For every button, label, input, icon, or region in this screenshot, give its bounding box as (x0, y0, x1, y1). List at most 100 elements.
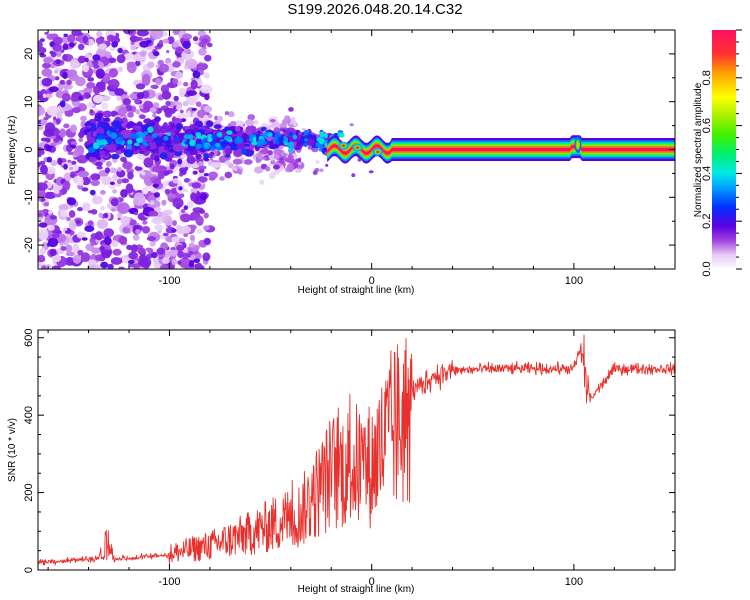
spectrogram-cell (189, 149, 198, 156)
spectrogram-cell (91, 209, 98, 215)
spectrogram-cell (210, 145, 215, 151)
spectrogram-cell (368, 170, 374, 174)
spectrogram-cell (87, 147, 96, 153)
spectrogram-cell (195, 132, 202, 137)
spectrogram-cell (178, 87, 187, 94)
spectrogram-cell (168, 249, 179, 257)
spectrogram-cell (86, 101, 95, 108)
spectrogram-cell (38, 213, 42, 217)
spectrogram-cell (177, 260, 182, 265)
spectrogram-cell (159, 152, 168, 160)
spectrogram-cell (46, 33, 55, 40)
spectrogram-cell (103, 117, 111, 123)
spectrogram-cell (152, 183, 159, 188)
spectrogram-cell (60, 246, 67, 251)
spectrogram-cell (82, 64, 90, 73)
spectrogram-cell (99, 144, 106, 149)
spectrogram-cell (224, 171, 233, 179)
spectrogram-cell (195, 101, 202, 107)
spectrogram-cell (64, 109, 74, 117)
spectrogram-cell (215, 145, 223, 151)
spectrogram-cell (203, 114, 209, 121)
spectrogram-cell (149, 200, 155, 206)
spectrogram-cell (265, 166, 271, 172)
snr-frame (37, 329, 676, 571)
spectrogram-cell (69, 144, 77, 149)
spectrogram-cell (311, 135, 316, 139)
spectrogram-cell (277, 136, 285, 143)
spectrogram-cell (147, 126, 154, 133)
spectrogram-cell (58, 204, 69, 211)
spectrogram-cell (81, 176, 91, 186)
spectrogram-cell (161, 199, 167, 206)
spectrogram-cell (76, 231, 86, 239)
spectrogram-cell (121, 117, 128, 123)
spectrogram-cell (272, 136, 279, 141)
spectrogram-cell (273, 148, 279, 155)
spectrogram-cell (183, 81, 189, 87)
spectrogram-cell (287, 154, 294, 160)
spectrogram-cell (91, 247, 102, 254)
spectrogram-cell (259, 179, 265, 185)
spectrogram-cell (118, 106, 128, 116)
spectrogram-cell (244, 143, 251, 147)
spectrogram-cell (133, 195, 146, 206)
spectrogram-cell (110, 153, 120, 160)
spectrogram-cell (117, 47, 123, 54)
spectrogram-cell (141, 226, 151, 234)
colorbar-label: Normalized spectral amplitude (693, 82, 704, 217)
spectrogram-cell (69, 124, 78, 133)
spectrogram-cell (196, 135, 202, 139)
spectrogram-cell (67, 34, 76, 43)
spectrogram-cell (205, 120, 214, 127)
spectrogram-cell (176, 244, 185, 252)
spectrogram-cell (51, 265, 62, 269)
spectrogram-cell (172, 179, 178, 184)
spectrogram-cell (245, 119, 255, 127)
spectrogram-cell (152, 124, 163, 134)
spectrogram-cell (102, 110, 113, 118)
spectrogram-cell (176, 104, 182, 111)
spectrogram-cell (219, 176, 225, 181)
spectrogram-cell (122, 161, 133, 170)
spectrogram-cell (316, 134, 321, 138)
spectrogram-cell (169, 163, 175, 170)
spectrogram-cell (142, 220, 148, 225)
spectrogram-cell (49, 215, 57, 220)
spectrogram-cell (66, 79, 72, 86)
spectrogram-cell (65, 251, 75, 257)
spectrogram-cell (237, 169, 243, 175)
spectrogram-cell (94, 114, 102, 122)
spectrogram-cell (289, 120, 294, 125)
spectrogram-cell (203, 173, 210, 177)
spectrogram-cell (96, 30, 103, 38)
spectrogram-cell (134, 166, 143, 171)
spectrogram-cell (42, 93, 47, 99)
spectrogram-cell (120, 215, 131, 226)
spectrogram-cell (162, 232, 169, 237)
spectrogram-cell (112, 189, 117, 194)
spectrogram-cell (87, 220, 94, 226)
spectrogram-cell (134, 36, 140, 42)
spectrogram-cell (104, 236, 112, 246)
spectrogram-cell (141, 73, 151, 86)
spectrogram-cell (282, 152, 288, 157)
spectrogram-cell (203, 105, 213, 113)
spectrogram-cell (150, 188, 159, 194)
spectrogram-cell (311, 147, 319, 153)
spectrogram-cell (253, 131, 258, 135)
spectrogram-cell (50, 142, 57, 147)
spectrogram-cell (190, 187, 198, 195)
spectrogram-cell (319, 168, 324, 173)
snr-series (38, 334, 675, 566)
spectrogram-cell (38, 123, 44, 131)
spectrogram-cell (104, 144, 114, 151)
spectrogram-cell (251, 141, 258, 146)
spectrogram-cell (247, 114, 255, 121)
y-tick-label: 10 (23, 96, 35, 108)
spectrogram-cell (195, 252, 202, 260)
spectrogram-cell (208, 152, 214, 159)
spectrogram-cell (78, 32, 83, 36)
spectrogram-cell (213, 124, 222, 129)
